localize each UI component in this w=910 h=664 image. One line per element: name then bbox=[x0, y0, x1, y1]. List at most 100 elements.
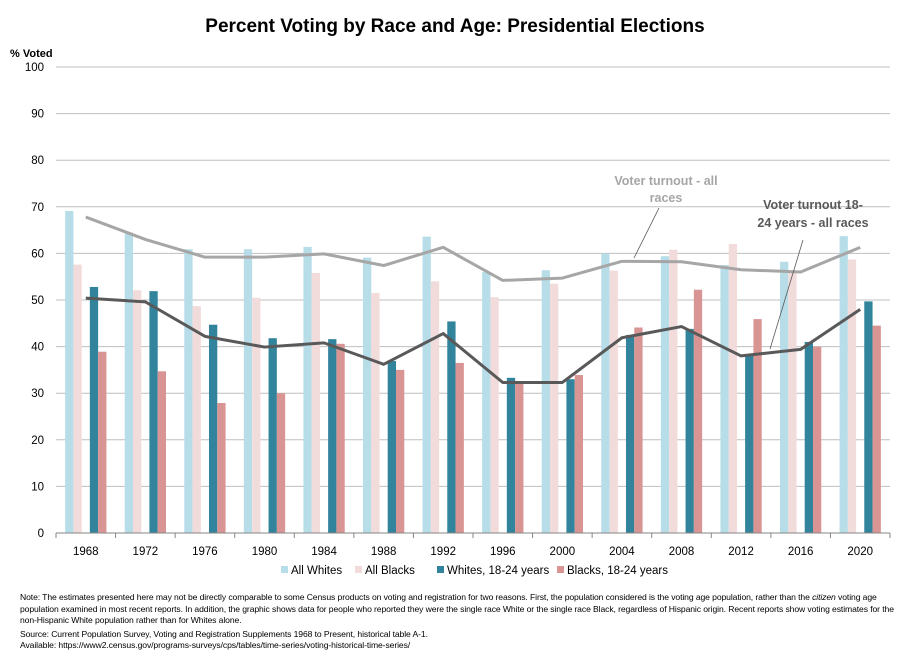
notes: Note: The estimates presented here may n… bbox=[20, 592, 900, 652]
legend-label: Whites, 18-24 years bbox=[447, 565, 550, 577]
y-axis-ticks: 0 10 20 30 40 50 60 70 80 90 100 bbox=[25, 62, 44, 540]
bar-blacks-18-24-years bbox=[515, 382, 524, 533]
bar-all-whites bbox=[303, 246, 312, 533]
bar-all-blacks bbox=[669, 249, 678, 533]
bar-all-whites bbox=[601, 253, 610, 533]
x-tick-label: 2000 bbox=[550, 546, 576, 558]
bar-all-blacks bbox=[73, 264, 82, 533]
bar-whites-18-24-years bbox=[387, 361, 396, 533]
bar-all-blacks bbox=[609, 270, 618, 533]
bar-blacks-18-24-years bbox=[217, 402, 226, 533]
bar-whites-18-24-years bbox=[625, 334, 635, 533]
bar-blacks-18-24-years bbox=[98, 351, 107, 533]
bar-all-whites bbox=[362, 257, 372, 533]
chart: Percent Voting by Race and Age: Presiden… bbox=[10, 16, 891, 577]
note-prefix: Note: The estimates presented here may n… bbox=[20, 592, 813, 602]
bar-all-whites bbox=[184, 249, 193, 533]
x-tick-label: 2020 bbox=[847, 546, 873, 558]
bar-whites-18-24-years bbox=[447, 321, 456, 533]
series-lines bbox=[85, 215, 862, 384]
note-suffix: voting age population examined in most r… bbox=[20, 592, 894, 625]
bar-all-blacks bbox=[788, 272, 797, 533]
bar-all-blacks bbox=[133, 290, 142, 533]
bar-all-whites bbox=[243, 249, 253, 533]
y-tick-label: 70 bbox=[31, 202, 44, 214]
bar-whites-18-24-years bbox=[804, 341, 813, 533]
bars bbox=[65, 210, 881, 533]
bar-all-whites bbox=[124, 232, 134, 533]
legend-swatch bbox=[355, 566, 362, 573]
chart-title: Percent Voting by Race and Age: Presiden… bbox=[205, 16, 704, 37]
bar-blacks-18-24-years bbox=[276, 393, 286, 533]
y-tick-label: 90 bbox=[31, 109, 44, 121]
bar-blacks-18-24-years bbox=[336, 343, 345, 533]
bar-blacks-18-24-years bbox=[574, 375, 584, 533]
bar-blacks-18-24-years bbox=[753, 319, 762, 533]
bar-whites-18-24-years bbox=[268, 338, 277, 533]
bar-blacks-18-24-years bbox=[812, 346, 822, 533]
x-tick-label: 1980 bbox=[252, 546, 278, 558]
bar-all-blacks bbox=[252, 297, 261, 533]
x-tick-label: 1968 bbox=[73, 546, 99, 558]
legend-label: All Blacks bbox=[365, 565, 415, 577]
bar-blacks-18-24-years bbox=[157, 371, 167, 533]
legend-label: Blacks, 18-24 years bbox=[567, 565, 668, 577]
annotation-young-line1: Voter turnout 18- bbox=[763, 198, 863, 212]
bar-all-blacks bbox=[728, 244, 738, 533]
y-tick-label: 10 bbox=[31, 481, 44, 493]
x-tick-label: 1988 bbox=[371, 546, 397, 558]
legend-swatch bbox=[437, 566, 444, 573]
bar-whites-18-24-years bbox=[506, 377, 516, 533]
annotations: Voter turnout - all races Voter turnout … bbox=[614, 174, 869, 350]
legend-swatch bbox=[281, 566, 288, 573]
y-tick-label: 50 bbox=[31, 295, 44, 307]
y-tick-label: 20 bbox=[31, 435, 44, 447]
bar-all-blacks bbox=[192, 306, 201, 533]
bar-all-blacks bbox=[371, 293, 380, 533]
x-tick-label: 1984 bbox=[311, 546, 337, 558]
bar-whites-18-24-years bbox=[685, 328, 694, 533]
bar-all-blacks bbox=[311, 272, 321, 533]
line-total-turnout bbox=[85, 215, 861, 282]
bar-all-blacks bbox=[430, 281, 440, 533]
x-tick-label: 2008 bbox=[669, 546, 695, 558]
bar-all-whites bbox=[839, 236, 848, 533]
bar-blacks-18-24-years bbox=[634, 327, 643, 533]
legend: All Whites All Blacks Whites, 18-24 years B… bbox=[281, 565, 668, 577]
annotation-leader-total bbox=[633, 207, 660, 259]
line-youth-turnout bbox=[85, 296, 862, 384]
y-tick-label: 40 bbox=[31, 342, 44, 354]
bar-all-whites bbox=[482, 272, 491, 533]
bar-whites-18-24-years bbox=[149, 291, 158, 533]
bar-whites-18-24-years bbox=[566, 379, 575, 533]
y-tick-label: 0 bbox=[38, 528, 44, 540]
bar-whites-18-24-years bbox=[89, 286, 99, 533]
annotation-young-line2: 24 years - all races bbox=[757, 216, 868, 230]
bar-blacks-18-24-years bbox=[693, 289, 703, 533]
bar-all-whites bbox=[720, 265, 729, 533]
y-tick-label: 80 bbox=[31, 155, 44, 167]
bar-whites-18-24-years bbox=[208, 324, 218, 533]
bar-whites-18-24-years bbox=[864, 301, 873, 533]
bar-all-whites bbox=[422, 236, 431, 533]
note-text: Note: The estimates presented here may n… bbox=[20, 592, 900, 627]
gridlines bbox=[56, 66, 890, 487]
source-text: Source: Current Population Survey, Votin… bbox=[20, 628, 428, 639]
annotation-leader-young bbox=[769, 239, 804, 350]
bar-all-whites bbox=[779, 261, 789, 533]
bar-all-whites bbox=[541, 270, 551, 533]
x-tick-label: 2016 bbox=[788, 546, 814, 558]
legend-label: All Whites bbox=[291, 565, 342, 577]
bar-blacks-18-24-years bbox=[395, 369, 405, 533]
x-tick-label: 2012 bbox=[728, 546, 754, 558]
x-tick-label: 2004 bbox=[609, 546, 635, 558]
bar-all-blacks bbox=[550, 283, 559, 533]
x-tick-label: 1976 bbox=[192, 546, 218, 558]
bar-blacks-18-24-years bbox=[872, 325, 881, 533]
bar-whites-18-24-years bbox=[328, 339, 337, 533]
x-tick-label: 1972 bbox=[133, 546, 159, 558]
bar-whites-18-24-years bbox=[745, 355, 754, 533]
legend-swatch bbox=[557, 566, 564, 573]
x-tick-label: 1992 bbox=[430, 546, 456, 558]
y-tick-label: 30 bbox=[31, 388, 44, 400]
